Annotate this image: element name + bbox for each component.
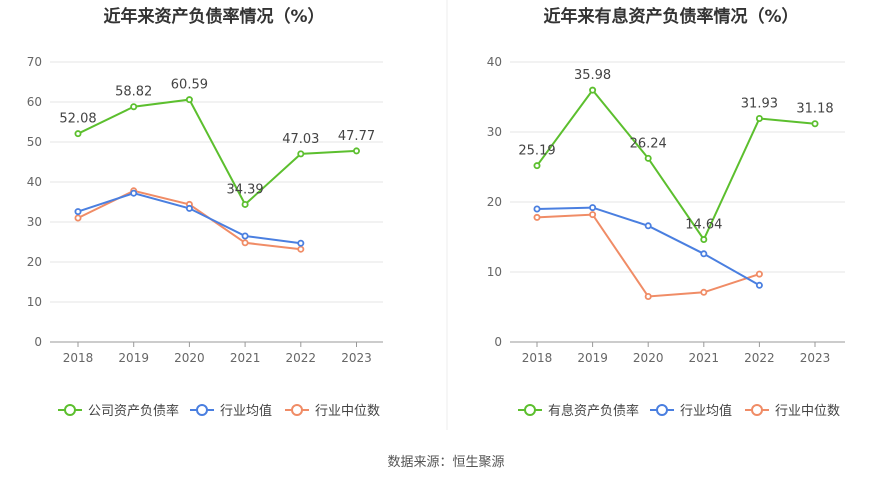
data-point-company[interactable] [297, 150, 305, 158]
data-label: 47.77 [338, 129, 375, 144]
legend-marker [291, 404, 303, 416]
legend-item-industry-avg[interactable]: 行业均值 [650, 403, 732, 419]
legend-label: 行业中位数 [315, 404, 380, 419]
source-note: 数据来源：恒生聚源 [387, 455, 504, 470]
chart-title: 近年来资产负债率情况（%） [103, 6, 324, 27]
legend-label: 公司资产负债率 [88, 403, 179, 419]
data-label: 60.59 [171, 78, 208, 93]
y-tick-label: 60 [27, 95, 42, 109]
data-point-industry-median[interactable] [241, 239, 249, 247]
x-tick-label: 2022 [744, 351, 775, 365]
y-tick-label: 0 [494, 335, 502, 349]
x-tick-label: 2018 [522, 351, 553, 365]
x-tick-label: 2023 [341, 351, 372, 365]
x-tick-label: 2020 [633, 351, 664, 365]
data-label: 26.24 [630, 136, 667, 151]
chart-title: 近年来有息资产负债率情况（%） [543, 6, 798, 27]
x-tick-label: 2021 [689, 351, 720, 365]
y-tick-label: 0 [34, 335, 42, 349]
y-tick-label: 10 [27, 295, 42, 309]
data-label: 34.39 [226, 182, 263, 197]
data-point-company[interactable] [755, 114, 763, 122]
data-label: 52.08 [59, 112, 96, 127]
y-tick-label: 20 [27, 255, 42, 269]
data-point-company[interactable] [533, 162, 541, 170]
data-point-industry-avg[interactable] [297, 239, 305, 247]
legend-label: 行业均值 [680, 403, 732, 419]
y-tick-label: 30 [487, 125, 502, 139]
data-label: 25.19 [518, 144, 555, 159]
series-line-company [536, 88, 816, 242]
legend-marker [656, 404, 668, 416]
data-point-industry-median[interactable] [589, 211, 597, 219]
data-point-industry-avg[interactable] [644, 222, 652, 230]
legend-marker [751, 404, 763, 416]
series-line-industry-avg [77, 192, 301, 245]
legend-item-industry-median[interactable]: 行业中位数 [285, 404, 380, 419]
data-point-industry-median[interactable] [644, 292, 652, 300]
series-line-company [77, 98, 357, 207]
chart-interest-debt-ratio: 近年来有息资产负债率情况（%） 0 10 20 30 40 2018 2019 2020 2021… [487, 6, 845, 419]
x-tick-label: 2019 [118, 351, 149, 365]
data-point-industry-avg[interactable] [185, 204, 193, 212]
data-point-industry-avg[interactable] [130, 189, 138, 197]
data-label: 47.03 [282, 132, 319, 147]
x-tick-label: 2023 [800, 351, 831, 365]
legend-item-industry-median[interactable]: 行业中位数 [745, 404, 840, 419]
data-point-industry-median[interactable] [74, 214, 82, 222]
series-line-industry-avg [536, 206, 760, 287]
legend-marker [196, 404, 208, 416]
data-point-company[interactable] [241, 200, 249, 208]
y-tick-label: 30 [27, 215, 42, 229]
x-tick-label: 2019 [577, 351, 608, 365]
legend-item-industry-avg[interactable]: 行业均值 [190, 403, 272, 419]
data-point-industry-avg[interactable] [241, 232, 249, 240]
chart-debt-ratio: 近年来资产负债率情况（%） 0 10 20 30 40 50 60 70 2018 2019 2020… [27, 6, 383, 419]
x-tick-label: 2020 [174, 351, 205, 365]
data-point-company[interactable] [185, 96, 193, 104]
data-point-industry-avg[interactable] [755, 281, 763, 289]
data-point-company[interactable] [589, 86, 597, 94]
data-point-industry-median[interactable] [755, 270, 763, 278]
data-point-industry-avg[interactable] [589, 204, 597, 212]
data-label: 14.64 [685, 218, 722, 233]
data-label: 58.82 [115, 85, 152, 100]
y-tick-label: 20 [487, 195, 502, 209]
data-point-company[interactable] [700, 236, 708, 244]
data-label: 31.93 [741, 96, 778, 111]
legend-item-company[interactable]: 有息资产负债率 [518, 403, 639, 419]
y-tick-label: 50 [27, 135, 42, 149]
data-point-industry-avg[interactable] [74, 208, 82, 216]
data-point-industry-median[interactable] [533, 213, 541, 221]
data-point-industry-median[interactable] [297, 245, 305, 253]
data-point-company[interactable] [352, 147, 360, 155]
data-point-industry-avg[interactable] [700, 250, 708, 258]
data-point-company[interactable] [74, 130, 82, 138]
y-tick-label: 40 [487, 55, 502, 69]
data-point-industry-avg[interactable] [533, 205, 541, 213]
data-label: 31.18 [796, 102, 833, 117]
y-tick-label: 10 [487, 265, 502, 279]
data-point-industry-median[interactable] [700, 288, 708, 296]
data-point-company[interactable] [130, 103, 138, 111]
legend-label: 行业均值 [220, 403, 272, 419]
legend-marker [64, 404, 76, 416]
x-tick-label: 2018 [63, 351, 94, 365]
legend-item-company[interactable]: 公司资产负债率 [58, 403, 179, 419]
legend-marker [524, 404, 536, 416]
data-point-company[interactable] [811, 120, 819, 128]
x-tick-label: 2021 [230, 351, 261, 365]
data-label: 35.98 [574, 68, 611, 83]
y-tick-label: 40 [27, 175, 42, 189]
y-tick-label: 70 [27, 55, 42, 69]
legend-label: 有息资产负债率 [548, 403, 639, 419]
x-tick-label: 2022 [286, 351, 317, 365]
legend-label: 行业中位数 [775, 404, 840, 419]
data-point-company[interactable] [644, 154, 652, 162]
